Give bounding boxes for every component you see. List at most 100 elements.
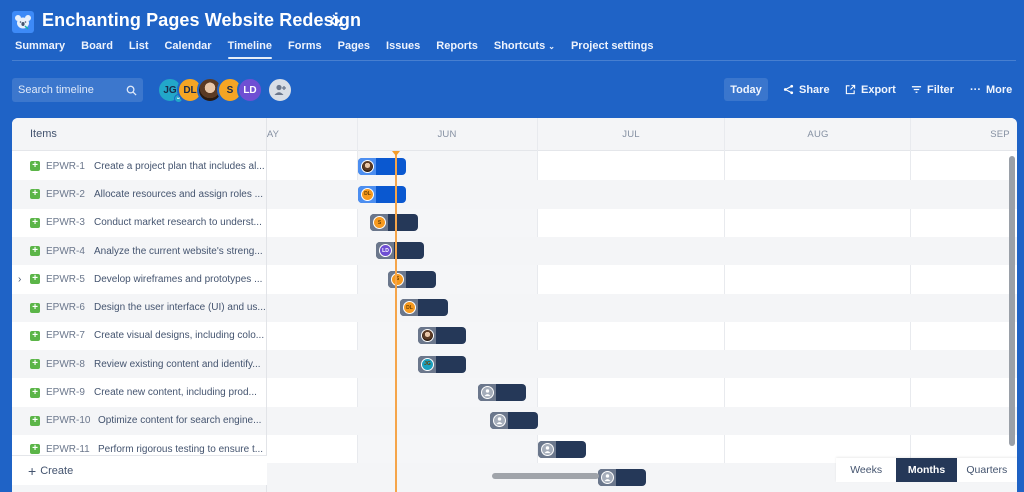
row-item-cell[interactable]: + EPWR-6 Design the user interface (UI) an… [12,294,267,322]
issue-summary[interactable]: Create a project plan that includes al..… [94,160,265,172]
assignee-avatar: JG [421,357,434,371]
issue-summary[interactable]: Design the user interface (UI) and us... [94,302,266,314]
month-label-aug: AUG [807,129,829,140]
issue-summary[interactable]: Conduct market research to underst... [94,217,262,229]
timeline-row[interactable]: + EPWR-4 Analyze the current website's str… [12,236,1017,266]
tab-list[interactable]: List [128,40,149,52]
today-marker [392,151,400,156]
export-button[interactable]: Export [845,78,896,101]
tab-summary[interactable]: Summary [15,40,66,52]
timeline-bar[interactable] [418,327,466,345]
plus-icon: + [28,462,37,479]
tab-shortcuts[interactable]: Shortcuts ⌄ [494,40,555,60]
row-item-cell[interactable]: + EPWR-7 Create visual designs, including … [12,322,267,350]
timeline-bar[interactable] [598,468,646,486]
issue-key[interactable]: EPWR-1 [46,160,85,172]
issue-key[interactable]: EPWR-9 [46,387,85,399]
row-item-cell[interactable]: + EPWR-10 Optimize content for search engi… [12,407,267,435]
issue-summary[interactable]: Review existing content and identify... [94,358,261,370]
horizontal-scrollbar[interactable] [492,473,599,479]
zoom-months-button[interactable]: Months [896,458,957,482]
tab-calendar[interactable]: Calendar [164,40,212,52]
row-item-cell[interactable]: + EPWR-9 Create new content, including pro… [12,378,267,406]
zoom-weeks-button[interactable]: Weeks [850,464,883,476]
create-issue-button[interactable]: + Create [12,455,267,485]
timeline-row[interactable]: + EPWR-10 Optimize content for search engi… [12,406,1017,435]
timeline-row[interactable]: + EPWR-2 Allocate resources and assign rol… [12,180,1017,209]
row-item-cell[interactable]: › + EPWR-5 Develop wireframes and prototype… [12,265,267,293]
timeline-bar[interactable]: S [388,270,436,288]
add-people-button[interactable] [267,77,293,103]
more-button[interactable]: ··· More [970,78,1012,101]
avatar-ld[interactable]: LD [237,77,263,103]
chevron-right-icon[interactable]: › [18,273,22,285]
timeline-row[interactable]: + EPWR-8 Review existing content and ident… [12,350,1017,379]
issue-summary[interactable]: Perform rigorous testing to ensure t... [98,443,264,455]
timeline-bar[interactable] [490,412,538,430]
issue-summary[interactable]: Optimize content for search engine... [98,415,262,427]
timeline-bar[interactable]: DL [358,185,406,203]
timeline-bar[interactable] [478,383,526,401]
timeline-bar[interactable] [358,157,406,175]
today-button[interactable]: Today [724,78,768,101]
issue-summary[interactable]: Develop wireframes and prototypes ... [94,273,263,285]
timeline-row[interactable]: + EPWR-3 Conduct market research to unders… [12,209,1017,237]
issue-key[interactable]: EPWR-5 [46,273,85,285]
issue-key[interactable]: EPWR-11 [46,443,90,455]
month-label-may: AY [266,129,280,140]
issue-key[interactable]: EPWR-10 [46,415,91,427]
timeline-row[interactable]: + EPWR-9 Create new content, including pro… [12,378,1017,406]
timeline-bar[interactable] [538,440,586,458]
vertical-scrollbar[interactable] [1009,156,1015,446]
share-button[interactable]: Share [783,78,830,101]
issue-key[interactable]: EPWR-3 [46,217,85,229]
story-icon: + [30,189,40,200]
search-input[interactable]: Search timeline [12,78,143,102]
row-item-cell[interactable]: + EPWR-11 Perform rigorous testing to ensu… [12,435,267,463]
assignee-avatar: S [391,272,404,286]
assignee-avatar: DL [403,301,416,314]
tab-timeline[interactable]: Timeline [227,40,273,60]
project-title: Enchanting Pages Website Redesign [42,10,362,30]
export-label: Export [861,83,896,96]
tab-issues[interactable]: Issues [386,40,421,52]
timeline-row[interactable]: + EPWR-7 Create visual designs, including … [12,322,1017,350]
issue-summary[interactable]: Allocate resources and assign roles ... [94,188,263,200]
timeline-row[interactable]: + EPWR-1 Create a project plan that includ… [12,152,1017,180]
issue-key[interactable]: EPWR-6 [46,302,85,314]
row-item-cell[interactable]: + EPWR-2 Allocate resources and assign rol… [12,180,267,208]
paint-bucket-icon[interactable] [328,14,342,28]
story-icon: + [30,359,40,370]
timeline-bar[interactable]: DL [400,299,448,316]
row-item-cell[interactable]: + EPWR-8 Review existing content and ident… [12,350,267,378]
issue-summary[interactable]: Create visual designs, including colo... [94,330,265,342]
timeline-row[interactable]: + EPWR-11 Perform rigorous testing to ensu… [12,435,1017,463]
issue-key[interactable]: EPWR-8 [46,358,85,370]
issue-key[interactable]: EPWR-7 [46,330,85,342]
tab-project-settings[interactable]: Project settings [570,40,654,52]
create-label: Create [40,464,74,477]
row-item-cell[interactable]: + EPWR-4 Analyze the current website's str… [12,237,267,265]
timeline-row[interactable]: + EPWR-6 Design the user interface (UI) an… [12,293,1017,322]
filter-button[interactable]: Filter [911,78,954,101]
timeline-bar[interactable]: JG [418,355,466,373]
issue-summary[interactable]: Create new content, including prod... [94,387,257,399]
tab-board[interactable]: Board [81,40,113,52]
timeline-row[interactable]: › + EPWR-5 Develop wireframes and prototype… [12,265,1017,293]
story-icon: + [30,415,40,426]
tab-forms[interactable]: Forms [288,40,322,52]
issue-key[interactable]: EPWR-2 [46,188,85,200]
timeline-bar[interactable]: LD [376,242,424,260]
timeline-bar[interactable]: S [370,214,418,232]
row-item-cell[interactable]: + EPWR-3 Conduct market research to unders… [12,209,267,237]
unassigned-user-icon [496,417,503,425]
issue-summary[interactable]: Analyze the current website's streng... [94,245,263,257]
story-icon: + [30,444,40,455]
row-item-cell[interactable]: + EPWR-1 Create a project plan that includ… [12,152,267,180]
tab-reports[interactable]: Reports [436,40,478,52]
issue-key[interactable]: EPWR-4 [46,245,85,257]
zoom-quarters-button[interactable]: Quarters [966,464,1008,476]
assignee-avatar [541,442,554,456]
koala-project-icon[interactable] [12,11,34,33]
tab-pages[interactable]: Pages [337,40,371,52]
